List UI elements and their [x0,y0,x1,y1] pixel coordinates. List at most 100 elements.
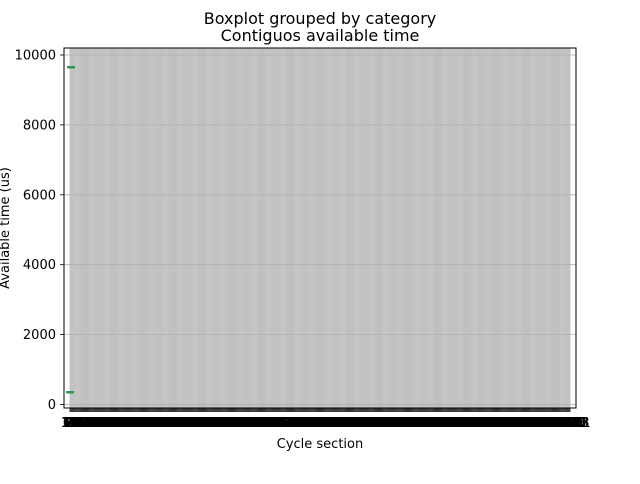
x-tick-label: 10906 [410,416,451,431]
x-tick-label: 12843 [474,416,515,431]
x-tick-label: 4937 [216,416,249,431]
x-tick-label: 3625 [173,416,206,431]
x-tick-label: 5468 [234,416,267,431]
x-tick-label: 5125 [222,416,255,431]
x-tick-label: 8031 [318,416,351,431]
x-tick-label: 13093 [482,416,523,431]
x-tick-label: 12687 [469,416,510,431]
x-tick-label: 7781 [310,416,343,431]
x-tick-label: 8468 [333,416,366,431]
x-tick-label: 3468 [167,416,200,431]
x-tick-label: 8250 [326,416,359,431]
x-tick-label: 6031 [252,416,285,431]
x-tick-label: 687 [79,416,104,431]
x-tick-label: 12187 [452,416,493,431]
x-tick-label: 8781 [343,416,376,431]
x-tick-label: 3937 [183,416,216,431]
x-tick-label: 11906 [443,416,484,431]
x-tick-label: 7718 [308,416,341,431]
x-tick-label: 10875 [409,416,450,431]
x-tick-label: 10437 [394,416,435,431]
x-tick-label: 13343 [490,416,531,431]
x-tick-label: 5781 [244,416,277,431]
x-tick-label: 12656 [468,416,509,431]
x-tick-label: 9875 [380,416,413,431]
x-tick-label: 187 [63,416,88,431]
x-tick-label: 3968 [184,416,217,431]
x-tick-label: 11187 [419,416,460,431]
x-tick-label: 10593 [399,416,440,431]
x-tick-label: 9906 [381,416,414,431]
x-tick-label: 12156 [451,416,492,431]
x-tick-label: 2343 [130,416,163,431]
x-tick-label: 6562 [270,416,303,431]
x-tick-label: 5093 [221,416,254,431]
x-tick-label: 1531 [103,416,136,431]
x-tick-label: 1562 [104,416,137,431]
x-tick-label: 7843 [312,416,345,431]
x-tick-label: 4125 [189,416,222,431]
x-tick-label: 9343 [362,416,395,431]
x-tick-label: 14781 [538,416,579,431]
x-tick-label: 1000 [86,416,119,431]
x-tick-label: 8843 [345,416,378,431]
x-tick-label: 12812 [473,416,514,431]
x-tick-label: 3500 [168,416,201,431]
x-tick-label: 14375 [524,416,565,431]
x-tick-label: 11687 [435,416,476,431]
x-tick-label: 9312 [361,416,394,431]
x-tick-label: 3562 [170,416,203,431]
x-tick-label: 3531 [169,416,202,431]
x-tick-label: 5156 [223,416,256,431]
x-tick-label: 13906 [509,416,550,431]
x-axis: 3162931251561872182502813123433754064374… [61,408,591,431]
x-tick-label: 5281 [227,416,260,431]
x-tick-label: 13062 [481,416,522,431]
x-tick-label: 1937 [117,416,150,431]
x-tick-label: 14843 [540,416,581,431]
x-tick-label: 9437 [365,416,398,431]
x-tick-label: 11156 [418,416,459,431]
x-tick-label: 9468 [366,416,399,431]
x-tick-label: 1656 [107,416,140,431]
x-tick-label: 2281 [128,416,161,431]
x-tick-label: 4250 [193,416,226,431]
x-tick-label: 3250 [160,416,193,431]
x-tick-label: 13531 [497,416,538,431]
x-tick-label: 6843 [279,416,312,431]
x-tick-label: 14125 [516,416,557,431]
x-tick-label: 12968 [478,416,519,431]
x-tick-label: 4562 [204,416,237,431]
x-tick-label: 5812 [245,416,278,431]
x-tick-label: 468 [72,416,97,431]
x-tick-label: 12937 [477,416,518,431]
x-axis-label: Cycle section [277,437,363,452]
x-tick-label: 12000 [446,416,487,431]
x-tick-label: 7437 [299,416,332,431]
x-tick-label: 12125 [450,416,491,431]
x-tick-label: 2218 [126,416,159,431]
x-tick-label: 1187 [92,416,125,431]
x-tick-label: 9093 [354,416,387,431]
x-tick-label: 9187 [357,416,390,431]
x-tick-label: 13500 [495,416,536,431]
x-tick-label: 3687 [175,416,208,431]
x-tick-label: 250 [65,416,90,431]
x-tick-label: 1343 [97,416,130,431]
x-tick-label: 12375 [458,416,499,431]
x-tick-label: 14156 [517,416,558,431]
x-tick-label: 7750 [309,416,342,431]
x-tick-label: 1312 [96,416,129,431]
x-tick-label: 8937 [348,416,381,431]
x-tick-label: 750 [81,416,106,431]
x-tick-label: 8593 [337,416,370,431]
x-tick-label: 3031 [153,416,186,431]
x-tick-label: 8062 [319,416,352,431]
x-tick-label: 8562 [336,416,369,431]
x-tick-label: 10125 [384,416,425,431]
x-tick-label: 4875 [214,416,247,431]
x-tick-label: 12093 [449,416,490,431]
x-tick-label: 11843 [441,416,482,431]
x-tick-label: 1125 [90,416,123,431]
x-tick-label: 4531 [203,416,236,431]
